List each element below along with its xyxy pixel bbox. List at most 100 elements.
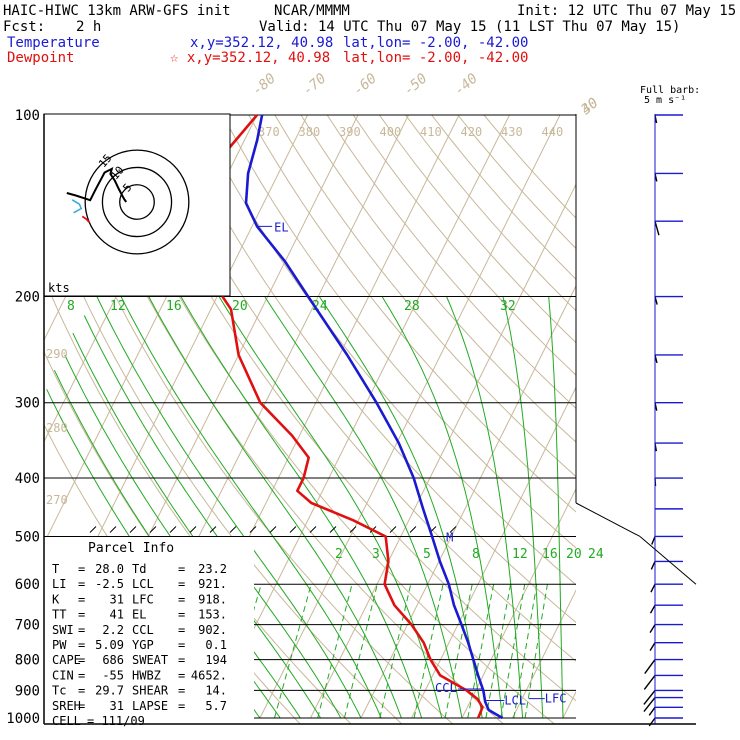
parcel-info-title: Parcel Info [88,541,174,556]
level-hatch [289,526,297,533]
parcel-label: SWI [52,623,74,637]
isotherm-label: -70 [300,71,330,100]
mixing-ratio-line [444,584,473,719]
mixing-ratio-line [379,584,412,719]
wind-barb [644,658,683,674]
wind-barb-half-flag [649,604,656,614]
mixing-ratio-line [343,584,378,719]
moist-adiabat-line [83,315,342,719]
wind-barb [654,295,683,305]
wind-barbs [643,114,683,727]
moist-adiabat-line [264,296,463,719]
mixing-ratio-label: 2 [335,547,343,562]
level-label-m: M [446,530,453,544]
parcel-label: CAPE [52,653,81,667]
level-label-ccl: CCL [435,681,457,695]
dry-adiabat-line [44,202,403,724]
wind-barb [643,689,683,705]
dewpoint-profile-line [186,114,484,719]
parcel-value: 41 [110,608,124,622]
parcel-value: = 111/09 [87,714,145,728]
pressure-tick-label: 500 [15,529,40,545]
sounding-profiles: EL M CCL LCL LFC [186,114,566,720]
temperature-profile-line [244,114,504,720]
level-hatch [189,526,197,533]
parcel-equals: = [78,638,85,652]
level-label-el: EL [274,220,288,234]
wind-barb-half-flag [648,717,656,727]
moist-adiabat-line [548,296,564,718]
dry-adiabat-line [91,114,556,724]
parcel-equals: = [178,577,185,591]
parcel-label: K [52,592,60,606]
level-hatch [129,526,137,533]
theta-label: 420 [461,125,483,139]
level-hatch [329,526,337,533]
isotherm-label: 40 [578,95,601,118]
isotherm-line [360,284,576,719]
isotherm-label: -60 [350,71,380,100]
parcel-label: Tc [52,684,66,698]
mixing-ratio-line [524,584,548,719]
wind-barb-half-flag [650,583,656,593]
wind-barb [649,604,683,614]
wind-barb-flag [643,675,656,690]
mixing-ratio-label: 12 [512,547,528,562]
dry-adiabat-line [248,114,576,513]
level-hatch [89,526,97,533]
isotherm-line [411,386,576,719]
dry-adiabat-line [44,126,454,724]
mixing-ratio-line [413,584,444,719]
hodograph-trace-low [71,199,83,214]
barb-legend-units: 5 m s⁻¹ [644,95,687,106]
wind-barb [654,220,683,236]
wind-barb-half-flag [649,642,656,652]
mixing-ratio-label: 28 [404,299,420,314]
isotherm-label: -80 [249,71,279,100]
mixing-ratio-line [513,584,538,719]
moist-adiabat-line [381,296,503,719]
dry-adiabat-line [326,114,576,409]
isotherm-label: -50 [401,71,431,100]
parcel-label: HWBZ [132,668,161,682]
mixing-ratio-label: 12 [110,299,126,314]
plot-frame [43,114,697,725]
mixing-ratio-label: 20 [232,299,248,314]
parcel-equals: = [78,592,85,606]
level-hatch [209,526,217,533]
parcel-value: 23.2 [198,562,227,576]
level-hatch [389,526,397,533]
parcel-value: 31 [110,592,124,606]
mixing-ratio-label: 32 [500,299,516,314]
wind-barb-flag [643,689,656,705]
wind-barb [654,402,683,411]
level-hatch [309,526,317,533]
fcst-value: 2 h [76,19,102,35]
pressure-tick-label: 400 [15,471,40,487]
parcel-value: 28.0 [95,562,124,576]
parcel-label: SHEAR [132,684,169,698]
isotherm-line [614,115,740,718]
parcel-value: 31 [110,699,124,713]
parcel-equals: = [178,699,185,713]
parcel-label: LCL [132,577,154,591]
isotherm-label: -40 [451,71,481,100]
theta-label: 400 [380,125,402,139]
parcel-label: SWEAT [132,653,168,667]
isotherm-line [310,183,576,719]
parcel-value: 4652. [191,668,227,682]
parcel-label: PW [52,638,67,652]
parcel-value: -2.5 [95,577,124,591]
isotherm-line [664,115,740,718]
temperature-latlon: lat,lon= -2.00, -42.00 [343,35,529,51]
mixing-ratio-line [500,584,526,719]
level-label-lcl: LCL [504,693,526,707]
wind-barb [654,354,683,364]
theta-label: 370 [258,125,280,139]
mixing-ratio-line [485,584,512,719]
pressure-tick-label: 1000 [6,711,40,727]
temperature-xy: x,y=352.12, 40.98 [190,35,334,51]
parcel-label: LI [52,577,66,591]
wind-barb [649,623,683,633]
mixing-ratio-label: 20 [566,547,582,562]
